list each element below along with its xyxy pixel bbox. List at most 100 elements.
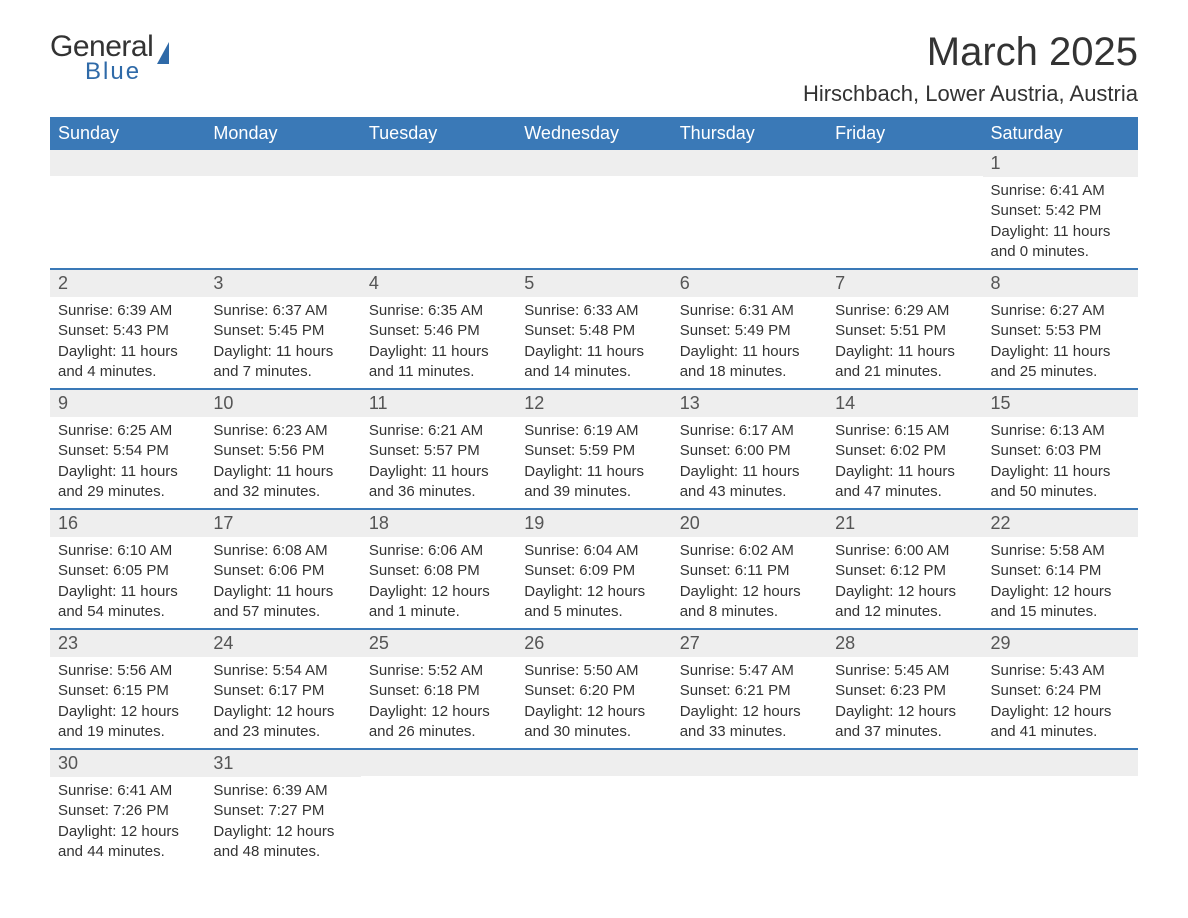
daylight-line: Daylight: 12 hours and 5 minutes. [524, 582, 663, 623]
day-detail: Sunrise: 5:56 AMSunset: 6:15 PMDaylight:… [50, 657, 205, 748]
sunset-line: Sunset: 5:54 PM [58, 441, 197, 461]
calendar-cell: 14Sunrise: 6:15 AMSunset: 6:02 PMDayligh… [827, 389, 982, 509]
sunrise-line: Sunrise: 6:21 AM [369, 421, 508, 441]
sunrise-line: Sunrise: 5:54 AM [213, 661, 352, 681]
empty-day [983, 750, 1138, 776]
sunrise-line: Sunrise: 6:23 AM [213, 421, 352, 441]
sunset-line: Sunset: 6:08 PM [369, 561, 508, 581]
sunrise-line: Sunrise: 6:27 AM [991, 301, 1130, 321]
daylight-line: Daylight: 11 hours and 25 minutes. [991, 342, 1130, 383]
calendar-cell: 23Sunrise: 5:56 AMSunset: 6:15 PMDayligh… [50, 629, 205, 749]
sunset-line: Sunset: 6:00 PM [680, 441, 819, 461]
day-detail: Sunrise: 6:17 AMSunset: 6:00 PMDaylight:… [672, 417, 827, 508]
calendar-cell: 4Sunrise: 6:35 AMSunset: 5:46 PMDaylight… [361, 269, 516, 389]
daylight-line: Daylight: 12 hours and 15 minutes. [991, 582, 1130, 623]
calendar-cell: 10Sunrise: 6:23 AMSunset: 5:56 PMDayligh… [205, 389, 360, 509]
sunset-line: Sunset: 5:49 PM [680, 321, 819, 341]
sunset-line: Sunset: 6:18 PM [369, 681, 508, 701]
sunrise-line: Sunrise: 5:56 AM [58, 661, 197, 681]
day-number: 23 [50, 630, 205, 657]
calendar-cell: 5Sunrise: 6:33 AMSunset: 5:48 PMDaylight… [516, 269, 671, 389]
day-detail: Sunrise: 6:27 AMSunset: 5:53 PMDaylight:… [983, 297, 1138, 388]
day-number: 11 [361, 390, 516, 417]
day-detail: Sunrise: 6:06 AMSunset: 6:08 PMDaylight:… [361, 537, 516, 628]
calendar-cell: 24Sunrise: 5:54 AMSunset: 6:17 PMDayligh… [205, 629, 360, 749]
sunrise-line: Sunrise: 6:37 AM [213, 301, 352, 321]
sunrise-line: Sunrise: 6:41 AM [991, 181, 1130, 201]
sunrise-line: Sunrise: 5:58 AM [991, 541, 1130, 561]
day-number: 10 [205, 390, 360, 417]
day-number: 14 [827, 390, 982, 417]
day-detail: Sunrise: 6:15 AMSunset: 6:02 PMDaylight:… [827, 417, 982, 508]
sunrise-line: Sunrise: 6:08 AM [213, 541, 352, 561]
daylight-line: Daylight: 11 hours and 54 minutes. [58, 582, 197, 623]
day-detail: Sunrise: 6:02 AMSunset: 6:11 PMDaylight:… [672, 537, 827, 628]
sunset-line: Sunset: 6:23 PM [835, 681, 974, 701]
calendar-cell: 11Sunrise: 6:21 AMSunset: 5:57 PMDayligh… [361, 389, 516, 509]
daylight-line: Daylight: 11 hours and 43 minutes. [680, 462, 819, 503]
daylight-line: Daylight: 11 hours and 11 minutes. [369, 342, 508, 383]
calendar-cell: 15Sunrise: 6:13 AMSunset: 6:03 PMDayligh… [983, 389, 1138, 509]
sunset-line: Sunset: 5:57 PM [369, 441, 508, 461]
day-detail: Sunrise: 6:19 AMSunset: 5:59 PMDaylight:… [516, 417, 671, 508]
day-number: 3 [205, 270, 360, 297]
calendar-week: 16Sunrise: 6:10 AMSunset: 6:05 PMDayligh… [50, 509, 1138, 629]
sunset-line: Sunset: 5:45 PM [213, 321, 352, 341]
day-number: 26 [516, 630, 671, 657]
day-detail: Sunrise: 6:39 AMSunset: 7:27 PMDaylight:… [205, 777, 360, 868]
day-number: 31 [205, 750, 360, 777]
month-title: March 2025 [803, 30, 1138, 75]
day-number: 9 [50, 390, 205, 417]
calendar-cell [827, 150, 982, 269]
daylight-line: Daylight: 12 hours and 33 minutes. [680, 702, 819, 743]
sunset-line: Sunset: 6:17 PM [213, 681, 352, 701]
daylight-line: Daylight: 12 hours and 26 minutes. [369, 702, 508, 743]
day-detail: Sunrise: 5:58 AMSunset: 6:14 PMDaylight:… [983, 537, 1138, 628]
day-detail: Sunrise: 6:00 AMSunset: 6:12 PMDaylight:… [827, 537, 982, 628]
calendar-cell [205, 150, 360, 269]
daylight-line: Daylight: 11 hours and 14 minutes. [524, 342, 663, 383]
sunset-line: Sunset: 6:06 PM [213, 561, 352, 581]
calendar-cell: 19Sunrise: 6:04 AMSunset: 6:09 PMDayligh… [516, 509, 671, 629]
day-detail: Sunrise: 6:29 AMSunset: 5:51 PMDaylight:… [827, 297, 982, 388]
day-detail: Sunrise: 6:41 AMSunset: 5:42 PMDaylight:… [983, 177, 1138, 268]
empty-day [827, 750, 982, 776]
daylight-line: Daylight: 12 hours and 23 minutes. [213, 702, 352, 743]
day-header: Friday [827, 117, 982, 150]
day-number: 16 [50, 510, 205, 537]
day-detail: Sunrise: 6:08 AMSunset: 6:06 PMDaylight:… [205, 537, 360, 628]
day-detail: Sunrise: 5:50 AMSunset: 6:20 PMDaylight:… [516, 657, 671, 748]
day-detail: Sunrise: 5:43 AMSunset: 6:24 PMDaylight:… [983, 657, 1138, 748]
sunset-line: Sunset: 7:27 PM [213, 801, 352, 821]
daylight-line: Daylight: 11 hours and 50 minutes. [991, 462, 1130, 503]
day-header: Wednesday [516, 117, 671, 150]
sunset-line: Sunset: 6:03 PM [991, 441, 1130, 461]
calendar-cell: 8Sunrise: 6:27 AMSunset: 5:53 PMDaylight… [983, 269, 1138, 389]
day-number: 30 [50, 750, 205, 777]
empty-day [672, 750, 827, 776]
sunset-line: Sunset: 5:56 PM [213, 441, 352, 461]
sunset-line: Sunset: 5:46 PM [369, 321, 508, 341]
location-subtitle: Hirschbach, Lower Austria, Austria [803, 81, 1138, 107]
day-number: 4 [361, 270, 516, 297]
calendar-cell: 18Sunrise: 6:06 AMSunset: 6:08 PMDayligh… [361, 509, 516, 629]
daylight-line: Daylight: 12 hours and 48 minutes. [213, 822, 352, 863]
title-group: March 2025 Hirschbach, Lower Austria, Au… [803, 30, 1138, 107]
sunset-line: Sunset: 6:12 PM [835, 561, 974, 581]
calendar-week: 30Sunrise: 6:41 AMSunset: 7:26 PMDayligh… [50, 749, 1138, 868]
calendar-cell: 9Sunrise: 6:25 AMSunset: 5:54 PMDaylight… [50, 389, 205, 509]
day-header: Tuesday [361, 117, 516, 150]
calendar-cell: 28Sunrise: 5:45 AMSunset: 6:23 PMDayligh… [827, 629, 982, 749]
daylight-line: Daylight: 12 hours and 37 minutes. [835, 702, 974, 743]
sunrise-line: Sunrise: 5:45 AM [835, 661, 974, 681]
sunrise-line: Sunrise: 6:04 AM [524, 541, 663, 561]
sunrise-line: Sunrise: 6:33 AM [524, 301, 663, 321]
daylight-line: Daylight: 12 hours and 8 minutes. [680, 582, 819, 623]
calendar-cell [361, 749, 516, 868]
day-detail: Sunrise: 6:25 AMSunset: 5:54 PMDaylight:… [50, 417, 205, 508]
day-detail: Sunrise: 6:37 AMSunset: 5:45 PMDaylight:… [205, 297, 360, 388]
empty-day [50, 150, 205, 176]
day-detail: Sunrise: 6:10 AMSunset: 6:05 PMDaylight:… [50, 537, 205, 628]
sunset-line: Sunset: 5:53 PM [991, 321, 1130, 341]
calendar-cell: 29Sunrise: 5:43 AMSunset: 6:24 PMDayligh… [983, 629, 1138, 749]
